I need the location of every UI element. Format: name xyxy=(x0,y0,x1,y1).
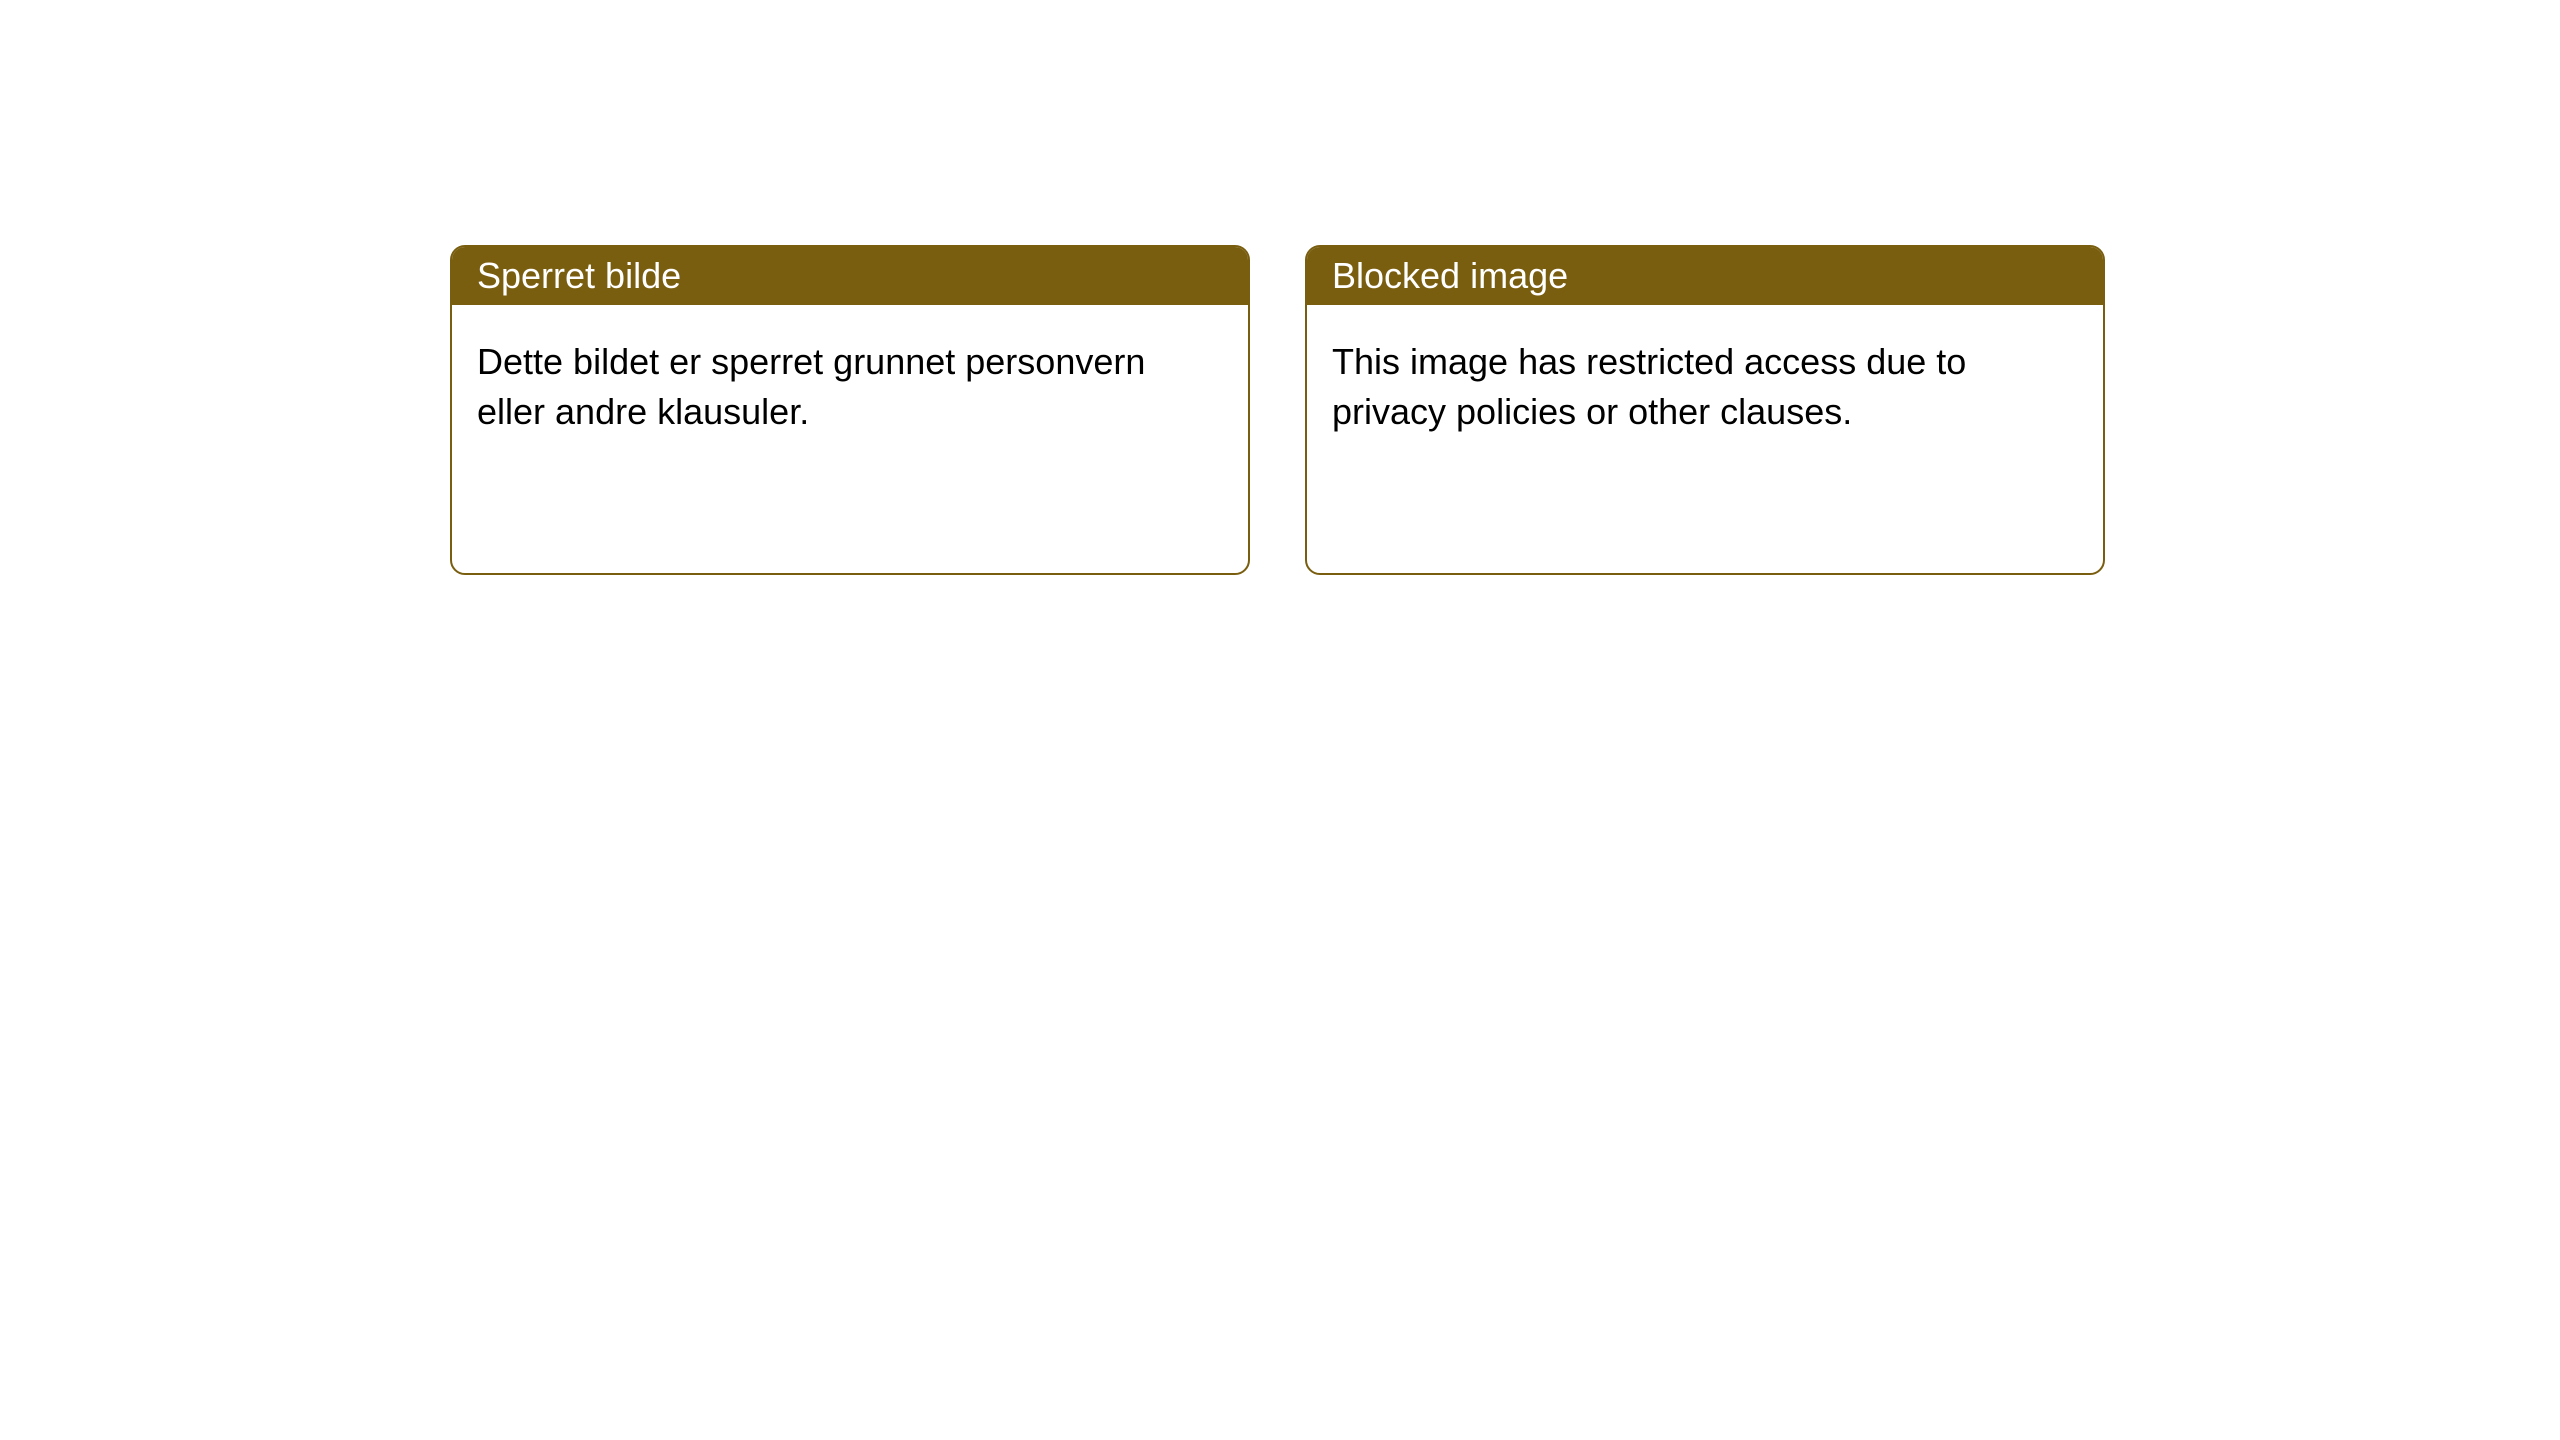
notice-box-norwegian: Sperret bilde Dette bildet er sperret gr… xyxy=(450,245,1250,575)
notice-header: Blocked image xyxy=(1307,247,2103,305)
notices-container: Sperret bilde Dette bildet er sperret gr… xyxy=(450,245,2105,575)
notice-box-english: Blocked image This image has restricted … xyxy=(1305,245,2105,575)
notice-body: This image has restricted access due to … xyxy=(1307,305,2103,470)
notice-body: Dette bildet er sperret grunnet personve… xyxy=(452,305,1248,470)
notice-header: Sperret bilde xyxy=(452,247,1248,305)
